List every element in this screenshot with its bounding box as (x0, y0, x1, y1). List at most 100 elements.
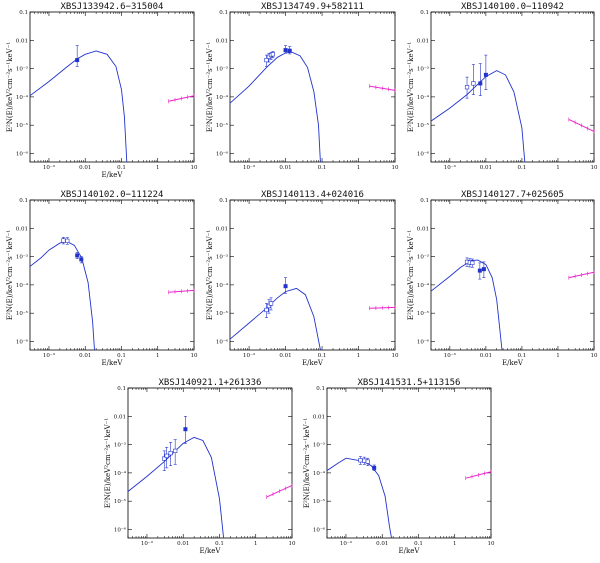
y-tick-label: 0.01 (417, 226, 429, 232)
model-curve (30, 50, 128, 162)
y-axis-label: E²N(E)/keV²cm⁻²s⁻¹keV⁻¹ (6, 42, 14, 133)
plot-frame (229, 199, 396, 351)
y-tick-label: 10⁻⁴ (216, 94, 229, 101)
y-axis-label: E²N(E)/keV²cm⁻²s⁻¹keV⁻¹ (407, 42, 415, 133)
y-tick-label: 0.1 (19, 10, 28, 16)
x-tick-label: 10 (591, 353, 598, 359)
x-tick-label: 1 (556, 165, 560, 171)
x-tick-label: 1 (357, 165, 361, 171)
x-tick-label: 10⁻³ (444, 164, 456, 171)
x-tick-label: 1 (254, 541, 258, 547)
plot-frame (127, 387, 293, 539)
x-tick-label: 1 (156, 353, 160, 359)
panel-title: XBSJ140127.7+025605 (461, 190, 564, 200)
uv-point-open (65, 238, 70, 243)
sed-panel-3: XBSJ140100.0−110942 10⁻³ 0.01 0.1 1 10 0.1 0.01… (407, 2, 598, 171)
x-tick-label: 0.01 (376, 541, 388, 547)
y-tick-label: 10⁻³ (16, 254, 28, 261)
sed-panel-5: XBSJ140113.4+024016 10⁻³ 0.01 0.1 1 10 0.1 0.01… (206, 190, 399, 367)
y-tick-label: 10⁻⁴ (16, 282, 29, 289)
uv-point-open (362, 458, 367, 463)
x-tick-label: 0.1 (518, 353, 527, 359)
plot-frame (430, 11, 595, 163)
y-axis-label: E²N(E)/keV²cm⁻²s⁻¹keV⁻¹ (303, 418, 311, 509)
y-tick-label: 0.01 (417, 38, 429, 44)
x-tick-label: 0.1 (318, 353, 327, 359)
y-tick-label: 0.01 (313, 414, 325, 420)
y-tick-label: 0.1 (420, 10, 429, 16)
uv-point-filled (287, 48, 292, 53)
uv-point-open (164, 453, 169, 458)
y-tick-label: 10⁻⁶ (16, 150, 29, 157)
uv-point-filled (75, 58, 80, 63)
y-axis-label: E²N(E)/keV²cm⁻²s⁻¹keV⁻¹ (206, 230, 214, 321)
y-tick-label: 10⁻³ (216, 66, 228, 73)
x-tick-label: 10⁻³ (243, 352, 255, 359)
y-tick-label: 10⁻⁶ (114, 526, 127, 533)
uv-point-filled (283, 284, 288, 289)
y-tick-label: 10⁻⁵ (216, 310, 228, 317)
y-tick-label: 10⁻³ (114, 442, 126, 449)
x-tick-label: 0.1 (117, 353, 126, 359)
model-curve (327, 457, 392, 538)
x-tick-label: 10 (191, 165, 198, 171)
y-tick-label: 0.01 (216, 226, 228, 232)
x-tick-label: 10 (488, 541, 495, 547)
panel-title: XBSJ133942.6−315004 (61, 2, 164, 12)
x-tick-label: 10⁻³ (243, 164, 255, 171)
y-axis-label: E²N(E)/keV²cm⁻²s⁻¹keV⁻¹ (206, 42, 214, 133)
y-tick-label: 0.01 (114, 414, 126, 420)
sed-panel-2: XBSJ134749.9+582111 10⁻³ 0.01 0.1 1 10 0.1 0.01… (206, 2, 399, 171)
y-axis-label: E²N(E)/keV²cm⁻²s⁻¹keV⁻¹ (407, 230, 415, 321)
uv-point-filled (75, 253, 80, 258)
x-tick-label: 0.1 (518, 165, 527, 171)
panel-title: XBSJ140102.0−111224 (61, 190, 164, 200)
uv-point-open (173, 448, 178, 453)
plot-frame (430, 199, 595, 351)
y-axis-label: E²N(E)/keV²cm⁻²s⁻¹keV⁻¹ (6, 230, 14, 321)
x-tick-label: 0.01 (480, 353, 492, 359)
y-tick-label: 10⁻³ (417, 66, 429, 73)
uv-point-open (162, 456, 167, 461)
panel-title: XBSJ140921.1+261336 (159, 378, 262, 388)
y-tick-label: 0.1 (219, 198, 228, 204)
y-tick-label: 0.1 (219, 10, 228, 16)
x-tick-label: 0.01 (79, 165, 91, 171)
y-tick-label: 10⁻⁵ (417, 122, 429, 129)
panel-title: XBSJ134749.9+582111 (261, 2, 364, 12)
y-tick-label: 0.1 (316, 386, 325, 392)
y-tick-label: 10⁻⁴ (313, 470, 326, 477)
x-axis-label: E/keV (502, 359, 524, 367)
uv-point-open (168, 451, 173, 456)
x-tick-label: 10⁻³ (444, 352, 456, 359)
uv-point-open (61, 238, 66, 243)
y-tick-label: 10⁻⁵ (216, 122, 228, 129)
uv-point-filled (372, 465, 377, 470)
x-tick-label: 1 (357, 353, 361, 359)
x-axis-label: E/keV (302, 359, 324, 367)
sed-panel-1: XBSJ133942.6−315004 10⁻³ 0.01 0.1 1 10 0.1 0.01… (6, 2, 198, 179)
y-tick-label: 10⁻⁵ (16, 122, 28, 129)
plot-frame (326, 387, 492, 539)
plot-frame (229, 11, 396, 163)
x-axis-label: E/keV (102, 359, 124, 367)
y-tick-label: 10⁻⁶ (417, 150, 430, 157)
model-curve (30, 240, 95, 350)
uv-point-filled (283, 48, 288, 53)
uv-point-filled (478, 81, 483, 86)
model-curve (230, 287, 321, 350)
y-tick-label: 10⁻⁴ (417, 94, 430, 101)
y-tick-label: 10⁻⁵ (114, 498, 126, 505)
y-tick-label: 10⁻³ (313, 442, 325, 449)
sed-panel-6: XBSJ140127.7+025605 10⁻³ 0.01 0.1 1 10 0.1 0.01… (407, 190, 598, 367)
y-tick-label: 10⁻⁶ (417, 338, 430, 345)
y-tick-label: 0.1 (420, 198, 429, 204)
uv-point-open (266, 303, 272, 309)
sed-panel-4: XBSJ140102.0−111224 10⁻³ 0.01 0.1 1 10 0.1 0.01… (6, 190, 198, 367)
uv-point-filled (79, 257, 84, 262)
uv-point-filled (477, 268, 482, 273)
y-tick-label: 10⁻⁶ (16, 338, 29, 345)
panel-title: XBSJ141531.5+113156 (358, 378, 461, 388)
y-tick-label: 10⁻⁶ (216, 150, 229, 157)
